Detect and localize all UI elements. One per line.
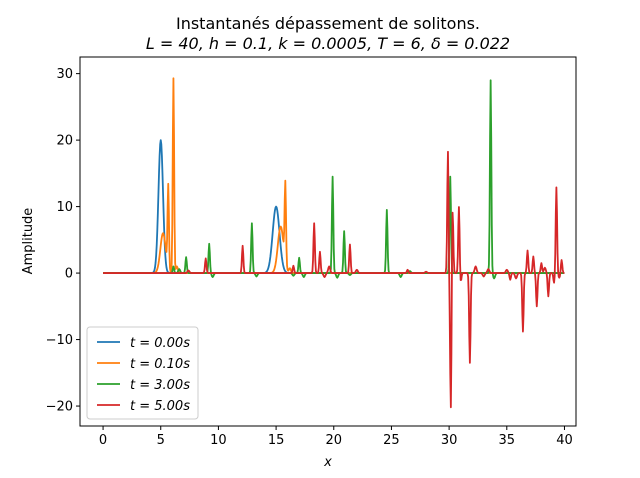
x-tick-label: 35 [499,433,516,448]
y-tick-label: 20 [56,134,73,149]
x-tick-label: 40 [556,433,573,448]
chart-title: Instantanés dépassement de solitons. [176,14,480,33]
y-axis-label: Amplitude [21,208,36,275]
legend: t = 0.00s t = 0.10s t = 3.00s t = 5.00s [86,326,199,420]
legend-label-1: t = 0.10s [130,357,190,372]
x-axis-label: x [323,455,332,470]
legend-box [86,326,199,420]
legend-label-3: t = 5.00s [130,399,190,414]
y-tick-label: 30 [56,67,73,82]
series-line-3 [102,150,565,409]
plot-area [102,77,565,409]
y-tick-label: −20 [46,400,73,415]
series-line-2 [102,79,565,280]
x-tick-label: 0 [99,433,107,448]
x-tick-label: 25 [383,433,400,448]
y-tick-label: −10 [46,333,73,348]
x-tick-label: 5 [157,433,165,448]
x-axis: 0 5 10 15 20 25 30 35 40 [99,426,573,448]
legend-label-0: t = 0.00s [130,336,190,351]
x-tick-label: 10 [210,433,227,448]
y-axis: −20 −10 0 10 20 30 [46,67,80,415]
plot-frame [79,56,577,427]
x-tick-label: 30 [441,433,458,448]
legend-label-2: t = 3.00s [130,378,190,393]
y-tick-label: 0 [65,267,73,282]
x-tick-label: 15 [268,433,285,448]
y-tick-label: 10 [56,200,73,215]
x-tick-label: 20 [325,433,342,448]
chart-subtitle: L = 40, h = 0.1, k = 0.0005, T = 6, δ = … [146,34,510,53]
